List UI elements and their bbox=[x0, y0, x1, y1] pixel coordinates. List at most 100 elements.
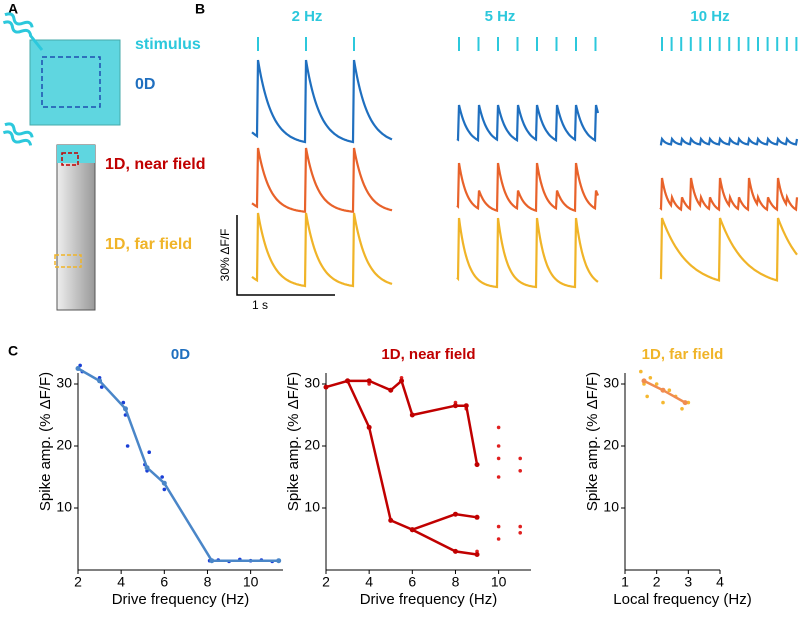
chart-title: 1D, near field bbox=[381, 346, 475, 363]
row-label: 1D, near field bbox=[105, 156, 205, 173]
mean-point bbox=[452, 511, 458, 517]
point bbox=[661, 400, 665, 405]
point bbox=[518, 524, 523, 529]
mean-point bbox=[399, 378, 405, 384]
mean-point bbox=[366, 424, 372, 430]
panel-label: C bbox=[8, 343, 18, 359]
trace bbox=[251, 212, 393, 288]
trace bbox=[456, 162, 600, 213]
x-axis-label: Local frequency (Hz) bbox=[613, 591, 751, 608]
x-tick-label: 6 bbox=[408, 574, 416, 590]
y-tick-label: 20 bbox=[603, 437, 619, 453]
point bbox=[496, 537, 501, 541]
x-tick-label: 6 bbox=[160, 574, 168, 590]
x-tick-label: 8 bbox=[204, 574, 212, 590]
light-stimulus bbox=[2, 122, 34, 146]
stim-area bbox=[57, 145, 95, 163]
mean-point bbox=[474, 462, 480, 468]
point bbox=[518, 469, 523, 473]
frequency-label: 5 Hz bbox=[485, 8, 516, 25]
y-tick-label: 10 bbox=[56, 499, 72, 515]
frequency-label: 10 Hz bbox=[690, 8, 729, 25]
point bbox=[667, 388, 672, 393]
point bbox=[121, 400, 126, 405]
scale-label: 1 s bbox=[252, 298, 268, 312]
point bbox=[680, 407, 684, 411]
y-tick-label: 10 bbox=[603, 499, 619, 515]
mean-point bbox=[641, 378, 647, 384]
mean-point bbox=[366, 378, 372, 384]
row-label: 0D bbox=[135, 76, 155, 93]
trace bbox=[659, 136, 799, 146]
y-tick-label: 20 bbox=[304, 437, 320, 453]
chart-title: 1D, far field bbox=[642, 346, 724, 363]
line bbox=[77, 367, 279, 562]
trace bbox=[659, 177, 799, 212]
x-tick-label: 10 bbox=[243, 574, 259, 590]
roi bbox=[61, 152, 79, 166]
point bbox=[496, 425, 501, 430]
mean-point bbox=[474, 552, 480, 557]
mean-point bbox=[161, 480, 167, 486]
mean-point bbox=[144, 465, 150, 471]
point bbox=[496, 475, 501, 479]
point bbox=[125, 444, 130, 448]
point bbox=[496, 456, 501, 461]
trace bbox=[456, 104, 600, 143]
line bbox=[325, 378, 479, 465]
square-sample bbox=[29, 39, 121, 126]
panel-label: B bbox=[195, 1, 205, 17]
mean-point bbox=[474, 514, 480, 520]
x-tick-label: 3 bbox=[684, 574, 692, 590]
scale-bar bbox=[236, 215, 335, 296]
point bbox=[654, 382, 659, 386]
line bbox=[411, 528, 478, 556]
mean-point bbox=[97, 378, 103, 384]
x-axis-label: Drive frequency (Hz) bbox=[112, 591, 250, 608]
point bbox=[496, 524, 501, 529]
x-tick-label: 8 bbox=[452, 574, 460, 590]
row-label: 1D, far field bbox=[105, 236, 192, 253]
mean-point bbox=[209, 558, 215, 564]
y-axis-label: Spike amp. (% ΔF/F) bbox=[37, 372, 54, 511]
scale-label: 30% ΔF/F bbox=[218, 229, 232, 282]
x-axis-label: Drive frequency (Hz) bbox=[360, 591, 498, 608]
x-tick-label: 1 bbox=[621, 574, 629, 590]
point bbox=[639, 369, 643, 374]
arrow bbox=[28, 34, 44, 51]
row-label: stimulus bbox=[135, 36, 201, 53]
trace bbox=[456, 217, 599, 289]
trace bbox=[251, 147, 393, 213]
y-tick-label: 30 bbox=[603, 375, 619, 391]
x-tick-label: 4 bbox=[365, 574, 373, 590]
mean-point bbox=[122, 406, 128, 412]
x-tick-label: 2 bbox=[653, 574, 661, 590]
y-tick-label: 10 bbox=[304, 499, 320, 515]
point bbox=[645, 394, 649, 399]
traces bbox=[251, 37, 799, 289]
frequency-label: 2 Hz bbox=[292, 8, 323, 25]
mean-point bbox=[452, 548, 458, 554]
point bbox=[518, 531, 523, 535]
roi bbox=[54, 254, 82, 268]
point bbox=[147, 450, 152, 455]
mean-point bbox=[388, 387, 394, 393]
mean-point bbox=[75, 366, 81, 371]
y-tick-label: 30 bbox=[56, 375, 72, 391]
mean-point bbox=[682, 400, 688, 406]
point bbox=[160, 475, 164, 479]
light-stimulus bbox=[2, 12, 34, 36]
mean-point bbox=[323, 384, 329, 390]
mean-point bbox=[409, 412, 415, 418]
line bbox=[346, 380, 478, 532]
point bbox=[162, 487, 167, 492]
mean-point bbox=[452, 403, 458, 409]
y-axis-label: Spike amp. (% ΔF/F) bbox=[285, 372, 302, 511]
mean-point bbox=[463, 403, 469, 409]
x-tick-label: 10 bbox=[491, 574, 507, 590]
x-tick-label: 4 bbox=[716, 574, 724, 590]
point bbox=[518, 456, 523, 461]
x-tick-label: 4 bbox=[117, 574, 125, 590]
point bbox=[99, 385, 104, 389]
